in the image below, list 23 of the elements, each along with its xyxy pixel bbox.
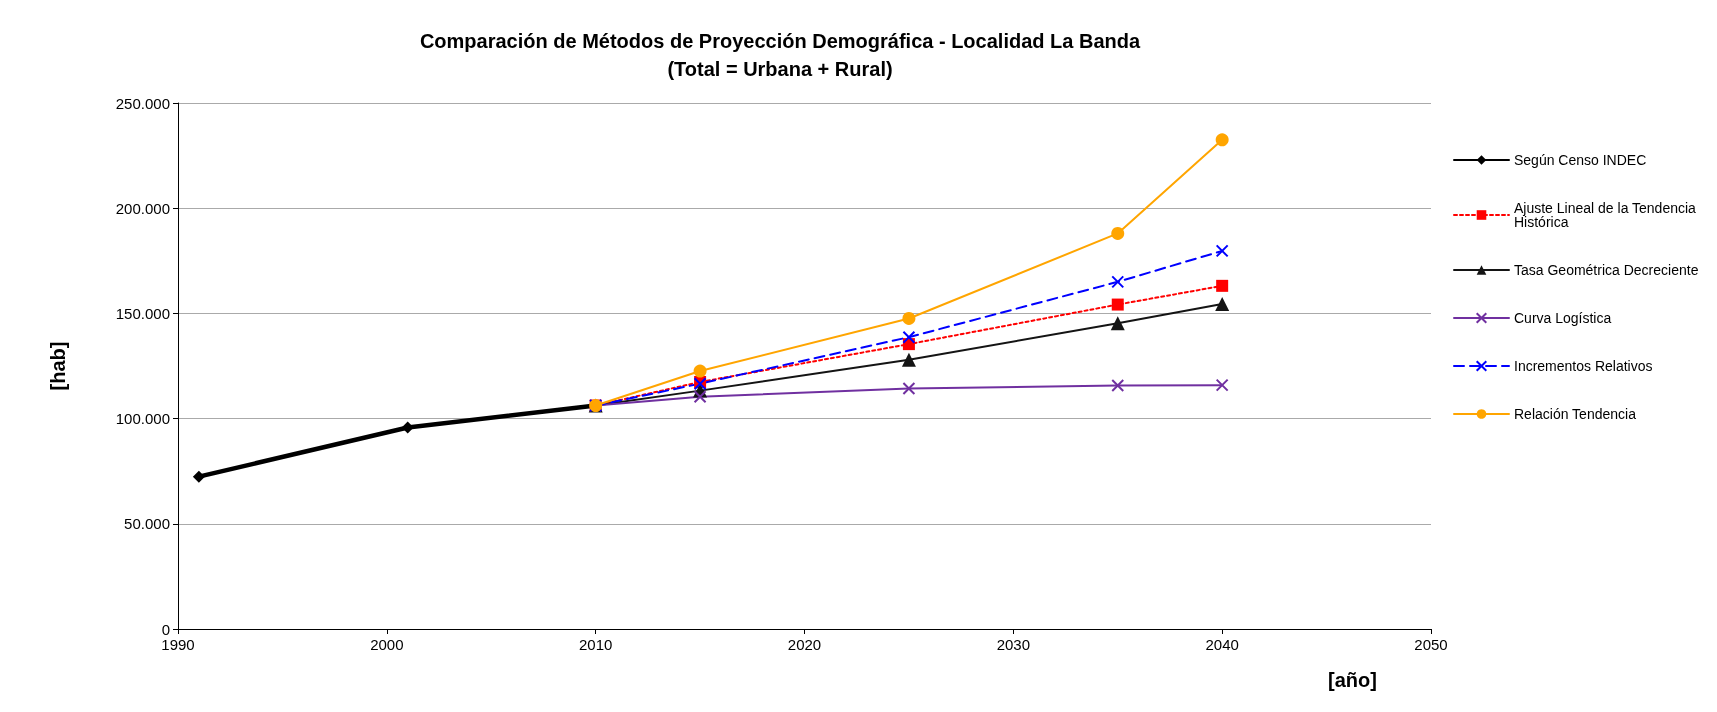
x-tick-label: 2020 bbox=[787, 636, 822, 653]
chart-subtitle: (Total = Urbana + Rural) bbox=[667, 58, 893, 80]
y-tick-label: 50.000 bbox=[124, 515, 170, 533]
x-tick-label: 2040 bbox=[1205, 636, 1239, 653]
y-tick-label: 200.000 bbox=[115, 199, 170, 217]
y-axis-title: [hab] bbox=[47, 341, 69, 391]
legend-label: Tasa Geométrica Decreciente bbox=[1514, 262, 1699, 278]
x-tick-label: 2030 bbox=[996, 636, 1031, 653]
y-tick-label: 250.000 bbox=[115, 94, 170, 112]
y-tick-label: 100.000 bbox=[115, 410, 170, 428]
x-tick-label: 1990 bbox=[161, 636, 195, 653]
legend-label: Relación Tendencia bbox=[1514, 406, 1637, 422]
chart-title: Comparación de Métodos de Proyección Demográfica - Localidad La Banda bbox=[419, 30, 1141, 52]
legend-label: Curva Logística bbox=[1514, 310, 1612, 326]
legend-label: Ajuste Lineal de la Tendencia Histórica bbox=[1514, 200, 1700, 230]
x-tick-label: 2000 bbox=[370, 636, 404, 653]
y-tick-label: 0 bbox=[161, 620, 170, 638]
legend-label: Incrementos Relativos bbox=[1514, 358, 1653, 374]
legend-label: Según Censo INDEC bbox=[1514, 152, 1647, 168]
x-axis-title: [año] bbox=[1328, 669, 1377, 691]
y-tick-label: 150.000 bbox=[115, 304, 170, 322]
x-tick-label: 2010 bbox=[578, 636, 613, 653]
x-tick-label: 2050 bbox=[1414, 636, 1448, 653]
